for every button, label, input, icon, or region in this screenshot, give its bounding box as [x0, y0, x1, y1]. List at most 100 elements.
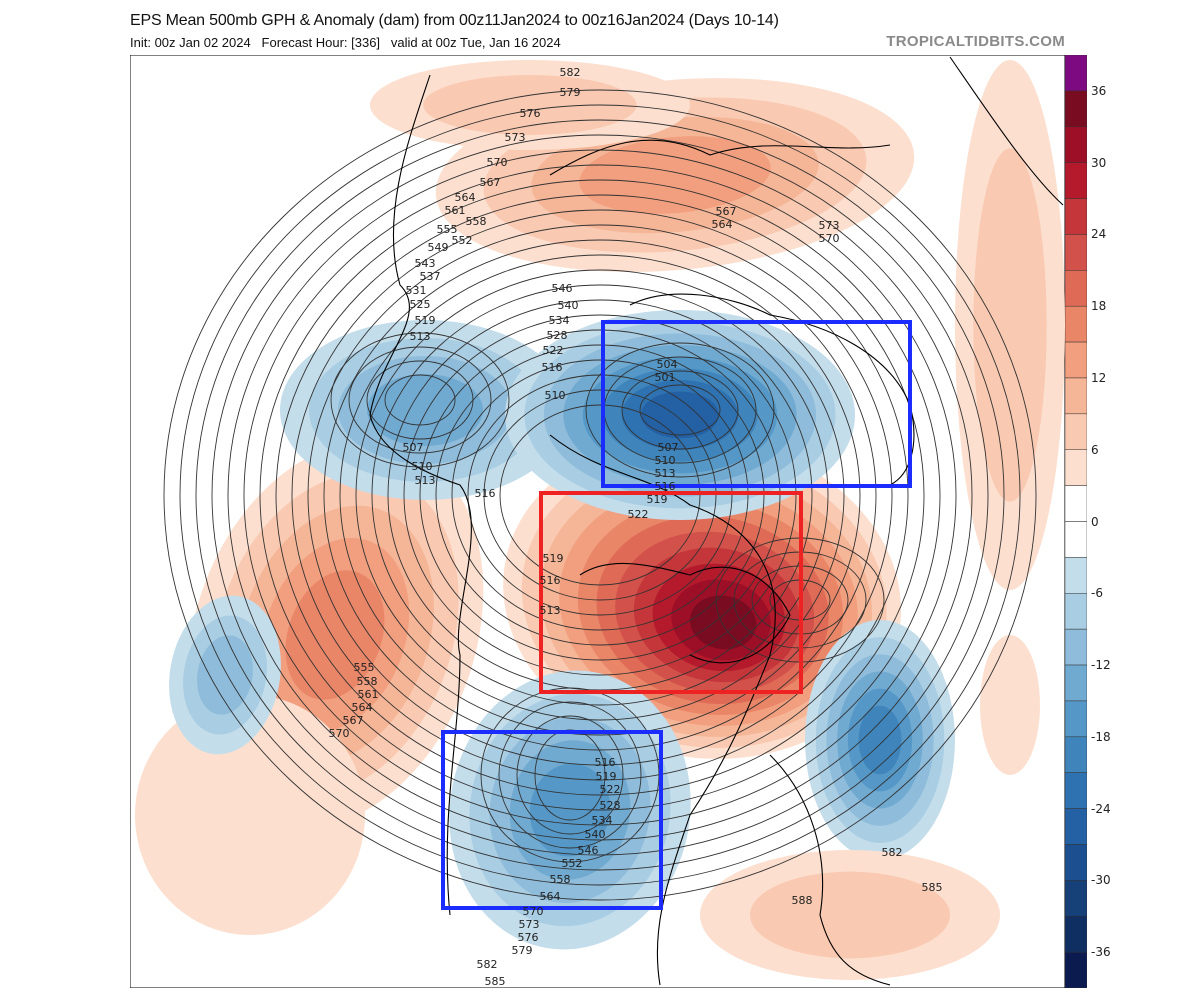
anomaly-map: 5825795765735705675645615585555525495435…	[130, 55, 1065, 988]
positive-anomaly	[980, 635, 1040, 775]
colorbar-bin	[1065, 198, 1087, 235]
height-contour	[639, 384, 721, 436]
positive-anomaly	[135, 695, 365, 935]
contour-label: 513	[410, 330, 431, 343]
colorbar-label: 6	[1091, 442, 1099, 457]
colorbar-bin	[1065, 844, 1087, 881]
contour-label: 516	[595, 756, 616, 769]
contour-label: 501	[655, 371, 676, 384]
colorbar-label: -12	[1091, 658, 1111, 673]
contour-label: 567	[480, 176, 501, 189]
colorbar-bin	[1065, 341, 1087, 379]
colorbar-bin	[1065, 915, 1087, 953]
contour-label: 570	[329, 727, 350, 740]
contour-label: 561	[445, 204, 466, 217]
contour-label: 522	[628, 508, 649, 521]
contour-label: 528	[600, 799, 621, 812]
contour-label: 558	[550, 873, 571, 886]
anomaly-band	[367, 374, 483, 446]
coastline	[579, 562, 791, 664]
colorbar-label: -24	[1091, 801, 1111, 816]
anomaly-band	[285, 570, 385, 700]
contour-label: 555	[437, 223, 458, 236]
contour-label: 519	[647, 493, 668, 506]
contour-label: 516	[475, 487, 496, 500]
anomaly-band	[579, 136, 771, 214]
colorbar-label: 30	[1091, 155, 1107, 170]
contour-label: 588	[792, 894, 813, 907]
colorbar-bin	[1065, 234, 1087, 271]
contour-label: 579	[560, 86, 581, 99]
contour-label: 576	[518, 931, 539, 944]
contour-label: 576	[520, 107, 541, 120]
colorbar-label: 18	[1091, 299, 1107, 314]
height-contour	[275, 194, 925, 796]
colorbar-bin	[1065, 736, 1087, 773]
height-contour	[243, 164, 957, 826]
contour-label: 564	[540, 890, 561, 903]
highlight-box-asia	[601, 320, 912, 488]
colorbar-bin	[1065, 951, 1087, 988]
contour-label: 558	[357, 675, 378, 688]
contour-label: 561	[358, 688, 379, 701]
colorbar-label: -36	[1091, 945, 1111, 960]
negative-anomaly	[280, 320, 570, 500]
contour-label: 573	[519, 918, 540, 931]
anomaly-band	[980, 635, 1040, 775]
anomaly-band	[858, 705, 902, 775]
contour-label: 513	[655, 467, 676, 480]
contour-label: 516	[542, 361, 563, 374]
colorbar-label: 36	[1091, 83, 1107, 98]
colorbar-bin	[1065, 449, 1087, 486]
contour-label: 573	[819, 219, 840, 232]
colorbar-bin	[1065, 377, 1087, 415]
contour-labels: 5825795765735705675645615585555525495435…	[329, 66, 943, 988]
contour-label: 555	[354, 661, 375, 674]
colorbar	[1065, 55, 1087, 988]
colorbar-bin	[1065, 593, 1087, 630]
contour-label: 570	[523, 905, 544, 918]
anomaly-fields	[135, 60, 1065, 980]
colorbar-bin	[1065, 305, 1087, 343]
contour-label: 507	[403, 441, 424, 454]
height-contour	[355, 269, 845, 721]
contour-label: 504	[657, 358, 678, 371]
contour-label: 534	[592, 814, 613, 827]
colorbar-bin	[1065, 485, 1087, 522]
anomaly-band	[135, 695, 365, 935]
highlight-box-north-america	[441, 730, 663, 910]
contour-label: 543	[415, 257, 436, 270]
negative-anomaly	[449, 670, 691, 950]
contour-label: 534	[549, 314, 570, 327]
contour-label: 519	[415, 314, 436, 327]
contour-label: 564	[352, 701, 373, 714]
positive-anomaly	[955, 60, 1065, 590]
positive-anomaly	[503, 436, 902, 759]
height-contour	[291, 209, 909, 781]
contour-label: 570	[487, 156, 508, 169]
contour-label: 519	[596, 770, 617, 783]
colorbar-bin	[1065, 270, 1087, 307]
coastline	[369, 74, 472, 916]
contour-label: 513	[415, 474, 436, 487]
contour-label: 507	[658, 441, 679, 454]
height-contour	[307, 224, 893, 766]
height-contour	[179, 104, 1021, 886]
contour-label: 564	[712, 218, 733, 231]
contour-label: 546	[552, 282, 573, 295]
colorbar-bin	[1065, 557, 1087, 594]
contour-label: 510	[412, 460, 433, 473]
contour-label: 552	[562, 857, 583, 870]
height-contour	[516, 715, 624, 835]
height-contour	[498, 701, 642, 849]
contour-label: 531	[406, 284, 427, 297]
height-contour	[195, 119, 1005, 871]
contour-label: 582	[477, 958, 498, 971]
height-contour	[259, 179, 941, 811]
height-contour	[371, 284, 829, 706]
contour-label: 585	[922, 881, 943, 894]
contour-label: 558	[466, 215, 487, 228]
contour-label: 567	[343, 714, 364, 727]
colorbar-bin	[1065, 664, 1087, 702]
height-contour	[348, 346, 492, 454]
